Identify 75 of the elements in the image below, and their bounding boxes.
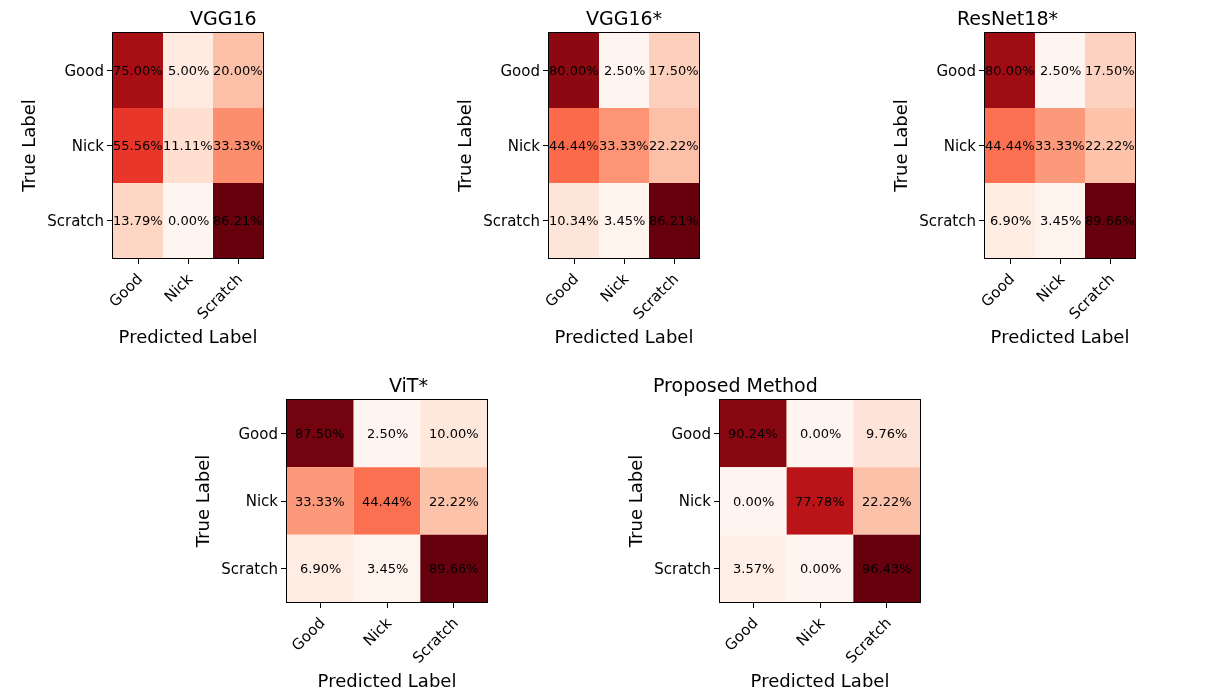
y-tick-label: Good	[671, 424, 711, 443]
y-tick-label: Good	[238, 424, 278, 443]
data-label: 22.22%	[862, 494, 912, 509]
y-axis-title: True Label	[890, 99, 912, 193]
y-tick-label: Nick	[245, 492, 279, 511]
data-label: 11.11%	[163, 138, 213, 153]
data-label: 90.24%	[728, 426, 778, 441]
data-label: 17.50%	[1085, 63, 1135, 78]
chart-title: Proposed Method	[653, 374, 818, 396]
data-label: 0.00%	[800, 561, 842, 576]
data-label: 86.21%	[213, 213, 263, 228]
data-label: 5.00%	[168, 63, 210, 78]
data-label: 6.90%	[990, 213, 1032, 228]
data-label: 33.33%	[295, 494, 345, 509]
data-label: 2.50%	[367, 426, 409, 441]
x-axis-title: Predicted Label	[990, 325, 1130, 347]
chart-title: ResNet18*	[957, 7, 1058, 29]
x-axis-title: Predicted Label	[118, 325, 258, 347]
y-tick-label: Scratch	[654, 559, 711, 578]
data-label: 9.76%	[866, 426, 908, 441]
data-label: 75.00%	[113, 63, 163, 78]
chart-title: VGG16	[190, 7, 257, 29]
data-label: 80.00%	[549, 63, 599, 78]
y-axis-title: True Label	[454, 99, 476, 193]
data-label: 80.00%	[985, 63, 1035, 78]
data-label: 44.44%	[362, 494, 412, 509]
y-axis-title: True Label	[18, 99, 40, 193]
y-tick-label: Good	[500, 61, 540, 80]
y-axis-title: True Label	[625, 454, 647, 549]
data-label: 33.33%	[213, 138, 263, 153]
x-axis-title: Predicted Label	[317, 669, 457, 691]
data-label: 3.57%	[733, 561, 775, 576]
y-tick-label: Nick	[71, 136, 105, 155]
data-label: 86.21%	[649, 213, 699, 228]
y-tick-label: Scratch	[919, 211, 976, 230]
data-label: 13.79%	[113, 213, 163, 228]
data-label: 87.50%	[295, 426, 345, 441]
y-tick-label: Good	[936, 61, 976, 80]
data-label: 89.66%	[429, 561, 479, 576]
y-tick-label: Nick	[943, 136, 977, 155]
data-label: 22.22%	[1085, 138, 1135, 153]
y-tick-label: Scratch	[47, 211, 104, 230]
data-label: 96.43%	[862, 561, 912, 576]
y-tick-label: Nick	[678, 492, 712, 511]
data-label: 77.78%	[795, 494, 845, 509]
data-label: 2.50%	[1040, 63, 1082, 78]
data-label: 55.56%	[113, 138, 163, 153]
y-tick-label: Good	[64, 61, 104, 80]
data-label: 22.22%	[649, 138, 699, 153]
y-axis-title: True Label	[192, 454, 214, 549]
data-label: 0.00%	[168, 213, 210, 228]
data-label: 10.34%	[549, 213, 599, 228]
data-label: 22.22%	[429, 494, 479, 509]
data-label: 44.44%	[549, 138, 599, 153]
y-tick-label: Nick	[507, 136, 541, 155]
data-label: 20.00%	[213, 63, 263, 78]
y-tick-label: Scratch	[483, 211, 540, 230]
x-axis-title: Predicted Label	[750, 669, 890, 691]
data-label: 44.44%	[985, 138, 1035, 153]
data-label: 3.45%	[367, 561, 409, 576]
x-axis-title: Predicted Label	[554, 325, 694, 347]
data-label: 6.90%	[300, 561, 342, 576]
chart-title: VGG16*	[586, 7, 663, 29]
data-label: 3.45%	[604, 213, 646, 228]
data-label: 10.00%	[429, 426, 479, 441]
y-tick-label: Scratch	[221, 559, 278, 578]
data-label: 0.00%	[800, 426, 842, 441]
data-label: 89.66%	[1085, 213, 1135, 228]
chart-title: ViT*	[389, 374, 428, 396]
data-label: 2.50%	[604, 63, 646, 78]
data-label: 33.33%	[599, 138, 649, 153]
data-label: 17.50%	[649, 63, 699, 78]
data-label: 3.45%	[1040, 213, 1082, 228]
data-label: 33.33%	[1035, 138, 1085, 153]
data-label: 0.00%	[733, 494, 775, 509]
